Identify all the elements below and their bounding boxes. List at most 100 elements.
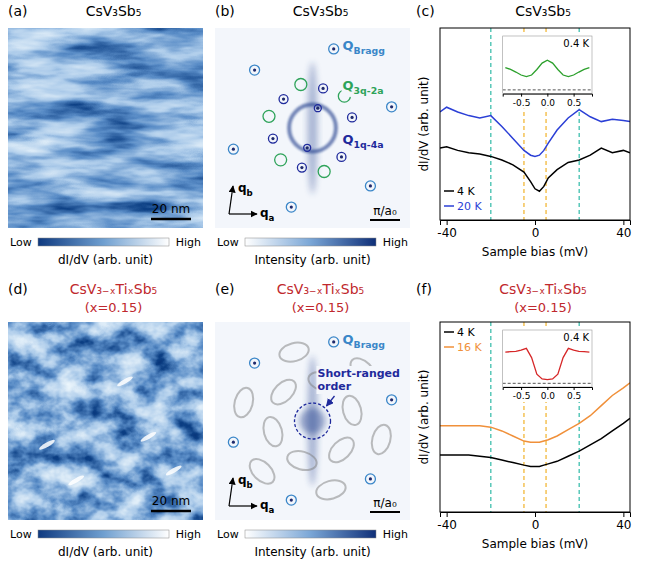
x-tick: 40 bbox=[616, 220, 631, 240]
green-peak-ring bbox=[295, 78, 307, 90]
x-tick-mark bbox=[547, 94, 548, 97]
bragg-peak bbox=[329, 44, 339, 54]
colorbar-high: High bbox=[383, 528, 408, 541]
cdw-peak-dot bbox=[271, 137, 274, 140]
colorbar-low: Low bbox=[217, 528, 239, 541]
plot-frame bbox=[503, 36, 592, 94]
colorbar: LowHighdI/dV (arb. unit) bbox=[10, 236, 201, 267]
green-peak-ring bbox=[275, 154, 287, 166]
x-tick-label: 40 bbox=[616, 226, 631, 240]
label-sub: b bbox=[247, 188, 253, 198]
x-tick-mark bbox=[535, 220, 536, 225]
x-tick: 40 bbox=[616, 512, 631, 532]
x-tick-mark bbox=[447, 512, 448, 517]
panel-letter: (e) bbox=[215, 281, 235, 297]
panel-letter: (a) bbox=[8, 3, 28, 19]
x-axis-line bbox=[503, 388, 592, 391]
legend-swatch bbox=[444, 346, 454, 348]
bragg-peak-dot bbox=[253, 361, 256, 364]
panel: (b)CsV₃Sb₅QBraggQ3q-2aQ1q-4aqaqbπ/a₀LowH… bbox=[215, 3, 410, 267]
bright-streaks bbox=[38, 375, 183, 487]
diffuse-arc bbox=[277, 340, 311, 365]
cdw-peak bbox=[348, 113, 357, 122]
panel-title: CsV₃Sb₅ bbox=[86, 3, 142, 19]
label-main: q bbox=[260, 206, 269, 220]
scale-bar-label: 20 nm bbox=[152, 494, 190, 508]
bright-streak bbox=[67, 474, 85, 487]
bragg-peak bbox=[250, 65, 260, 75]
plot-frame bbox=[503, 330, 592, 387]
stm-image bbox=[8, 28, 203, 228]
bright-streak bbox=[116, 375, 134, 388]
x-axis-line bbox=[441, 221, 631, 226]
inset: -0.50.00.5 0.4 K bbox=[500, 33, 595, 109]
colorbar-high: High bbox=[176, 236, 201, 249]
bragg-peak-dot bbox=[232, 148, 235, 151]
x-tick-mark bbox=[447, 220, 448, 225]
bragg-peak-dot bbox=[290, 499, 293, 502]
label-patch bbox=[342, 131, 385, 151]
colorbar-bar bbox=[245, 238, 376, 246]
bragg-peak bbox=[286, 202, 296, 212]
panel-letter: (b) bbox=[215, 3, 235, 19]
panel-title: CsV₃₋ₓTiₓSb₅ bbox=[277, 281, 364, 297]
inset-title: 0.4 K bbox=[563, 38, 589, 49]
colorbar-bar bbox=[38, 238, 169, 246]
label-patch bbox=[317, 366, 401, 394]
legend: 4 K20 K bbox=[444, 185, 482, 213]
central-ring bbox=[289, 105, 336, 152]
diffuse-arc bbox=[267, 375, 301, 409]
legend-label: 16 K bbox=[457, 341, 482, 354]
colorbar-title: Intensity (arb. unit) bbox=[254, 545, 370, 559]
x-tick-label: 0.0 bbox=[541, 391, 556, 401]
cdw4-peak-dot bbox=[306, 146, 309, 149]
plot-frame bbox=[440, 322, 630, 512]
legend-label: 4 K bbox=[457, 326, 475, 339]
cdw-peak-dot bbox=[282, 97, 285, 100]
label: Q1q-4a bbox=[343, 132, 384, 150]
x-axis-line bbox=[503, 94, 592, 97]
bragg-peak bbox=[365, 474, 375, 484]
x-axis: -0.50.00.5 bbox=[503, 94, 592, 108]
figure: (a) CsV₃Sb₅ 20 nm LowHighdI/dV (arb. unit) (… bbox=[0, 0, 647, 586]
bragg-peak-dot bbox=[332, 47, 335, 50]
cdw4-peak bbox=[314, 105, 321, 112]
panel: (a)CsV₃Sb₅20 nmLowHighdI/dV (arb. unit) bbox=[8, 3, 203, 267]
label-main: q bbox=[238, 181, 247, 195]
label: QBragg bbox=[343, 332, 385, 350]
colorbar: LowHighdI/dV (arb. unit) bbox=[10, 528, 201, 559]
panel-subtitle: (x=0.15) bbox=[292, 300, 350, 315]
bragg-peak bbox=[365, 181, 375, 191]
colorbar-title: Intensity (arb. unit) bbox=[254, 253, 370, 267]
colorbar-bar bbox=[245, 530, 376, 538]
cdw-peak bbox=[297, 163, 306, 172]
label-main: Q bbox=[343, 332, 354, 347]
bragg-peak-dot bbox=[369, 477, 372, 480]
green-peak-ring bbox=[263, 110, 275, 122]
annotation-arrow bbox=[327, 396, 335, 406]
bragg-peak bbox=[387, 102, 397, 112]
diffuse-arc bbox=[339, 394, 364, 428]
panel: (e)CsV₃₋ₓTiₓSb₅(x=0.15)QBraggShort-range… bbox=[215, 281, 410, 559]
bragg-peak-dot bbox=[253, 68, 256, 71]
bright-streak bbox=[140, 430, 158, 443]
legend-swatch bbox=[444, 331, 454, 333]
x-tick-label: -0.5 bbox=[513, 98, 531, 108]
fft-pattern bbox=[228, 44, 396, 212]
bright-streak bbox=[38, 438, 56, 451]
x-tick: -40 bbox=[437, 220, 457, 240]
x-tick-mark bbox=[547, 387, 548, 390]
x-tick-mark bbox=[521, 387, 522, 390]
scale-bar bbox=[151, 218, 191, 221]
qa-arrow bbox=[229, 213, 257, 214]
x-tick-label: 0 bbox=[532, 226, 540, 240]
bragg-peak-dot bbox=[369, 184, 372, 187]
colorbar-low: Low bbox=[10, 236, 32, 249]
inset-background bbox=[500, 33, 595, 109]
diffuse-arc bbox=[260, 415, 285, 449]
label: QBragg bbox=[343, 38, 385, 56]
x-axis: -40 0 40 bbox=[437, 220, 631, 240]
fft-background bbox=[215, 28, 410, 228]
bragg-peak-dot bbox=[232, 441, 235, 444]
scale-bar-label: 20 nm bbox=[152, 202, 190, 216]
